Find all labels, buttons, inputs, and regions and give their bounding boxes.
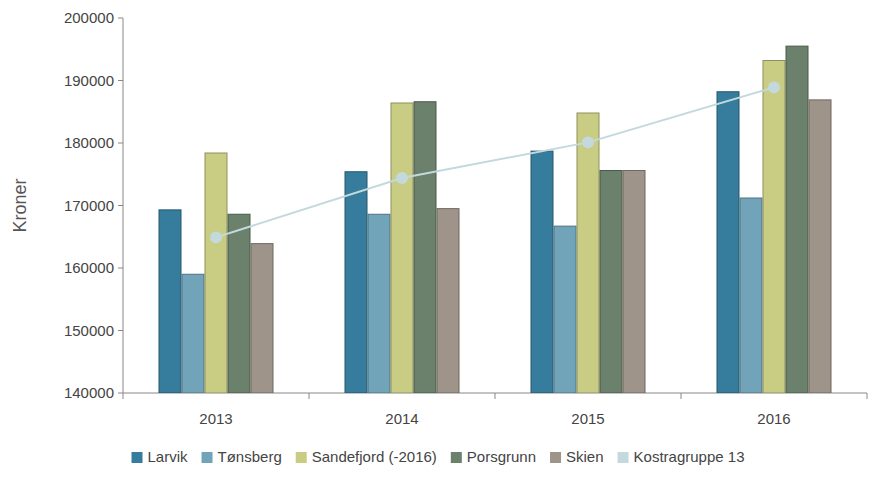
x-tick	[495, 393, 496, 399]
bar	[391, 103, 413, 393]
x-tick-label: 2016	[757, 410, 790, 427]
legend-label: Porsgrunn	[467, 448, 536, 465]
bar	[740, 198, 762, 393]
bar	[159, 210, 181, 393]
legend-label: Larvik	[148, 448, 189, 465]
bar	[182, 274, 204, 393]
y-tick	[118, 18, 123, 19]
y-tick	[118, 330, 123, 331]
legend-label: Tønsberg	[218, 448, 282, 465]
x-tick-label: 2015	[571, 410, 604, 427]
x-tick	[309, 393, 310, 399]
legend-swatch	[451, 452, 462, 463]
y-tick-label: 180000	[64, 134, 114, 151]
bar	[623, 171, 645, 394]
line	[216, 87, 774, 237]
bar	[251, 244, 273, 393]
x-tick	[681, 393, 682, 399]
y-tick-label: 200000	[64, 9, 114, 26]
bar	[414, 102, 436, 393]
y-tick-label: 160000	[64, 259, 114, 276]
y-tick	[118, 393, 123, 394]
y-tick-label: 170000	[64, 197, 114, 214]
line-marker	[768, 81, 780, 93]
bar	[717, 92, 739, 393]
bar	[345, 172, 367, 393]
x-tick	[123, 393, 124, 399]
plot-marks	[159, 46, 831, 393]
x-tick-label: 2013	[199, 410, 232, 427]
legend-swatch	[296, 452, 307, 463]
legend-swatch	[618, 452, 629, 463]
y-axis-label: Kroner	[10, 178, 30, 232]
bar	[577, 113, 599, 393]
legend: Larvik Tønsberg Sandefjord (-2016) Porsgrun…	[132, 448, 745, 465]
legend-swatch	[202, 452, 213, 463]
legend-swatch	[132, 452, 143, 463]
y-tick-label: 190000	[64, 72, 114, 89]
bar	[600, 171, 622, 394]
y-tick-label: 140000	[64, 384, 114, 401]
bar	[786, 46, 808, 393]
bar	[228, 214, 250, 393]
y-tick	[118, 143, 123, 144]
chart: 140000 150000 160000 170000 180000 190000 2000…	[0, 0, 876, 494]
y-tick	[118, 80, 123, 81]
line-marker	[210, 231, 222, 243]
bar	[809, 100, 831, 393]
bar	[763, 61, 785, 394]
legend-label: Kostragruppe 13	[634, 448, 745, 465]
x-tick	[867, 393, 868, 399]
legend-label: Sandefjord (-2016)	[312, 448, 437, 465]
y-axis	[123, 18, 124, 393]
x-tick-label: 2014	[385, 410, 418, 427]
line-marker	[396, 172, 408, 184]
bar	[554, 226, 576, 393]
bar	[437, 209, 459, 393]
legend-swatch	[550, 452, 561, 463]
line-marker	[582, 136, 594, 148]
y-tick	[118, 205, 123, 206]
bar	[368, 214, 390, 393]
bar	[531, 151, 553, 393]
y-tick	[118, 268, 123, 269]
y-tick-label: 150000	[64, 322, 114, 339]
bar	[205, 153, 227, 393]
legend-label: Skien	[566, 448, 604, 465]
